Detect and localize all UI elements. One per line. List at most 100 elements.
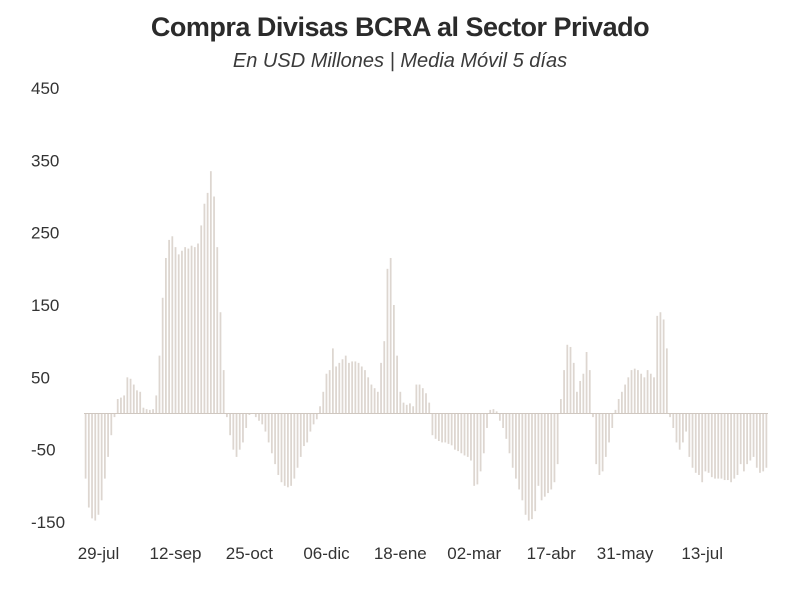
bar — [498, 413, 501, 421]
bar — [216, 247, 219, 414]
chart-subtitle: En USD Millones | Media Móvil 5 días — [232, 50, 568, 72]
bar — [193, 247, 196, 414]
bar — [624, 384, 626, 414]
bar — [736, 413, 739, 475]
bar — [383, 341, 386, 414]
bar — [608, 413, 610, 443]
bar — [129, 378, 132, 414]
bar — [495, 411, 498, 414]
bar — [550, 413, 553, 490]
bar — [630, 370, 633, 414]
bar — [707, 413, 710, 473]
bar — [367, 377, 370, 414]
bar — [287, 413, 289, 488]
bar — [421, 388, 424, 414]
x-tick-label: 02-mar — [447, 544, 501, 563]
bar — [437, 413, 440, 441]
bar — [177, 254, 180, 414]
bar — [579, 380, 582, 414]
bar — [730, 413, 732, 483]
bar — [653, 377, 655, 414]
bar — [588, 370, 591, 414]
bar — [434, 413, 437, 439]
bar — [585, 352, 588, 414]
bar — [200, 225, 203, 414]
bar — [103, 413, 106, 479]
bar — [203, 203, 206, 414]
bar — [299, 413, 302, 457]
y-tick-label: 150 — [31, 296, 59, 315]
bar — [675, 413, 678, 443]
bar — [563, 370, 565, 414]
bar — [270, 413, 273, 454]
bar — [543, 413, 546, 497]
bar — [479, 413, 482, 472]
bar — [238, 413, 241, 450]
bar — [614, 409, 617, 414]
x-tick-label: 06-dic — [303, 544, 350, 563]
bar — [405, 404, 408, 414]
bar — [322, 391, 325, 414]
bar — [566, 344, 569, 414]
bar — [412, 406, 415, 414]
bar — [222, 370, 225, 414]
bar — [290, 413, 293, 486]
y-tick-label: 450 — [31, 79, 59, 98]
bar — [559, 399, 562, 414]
bar — [669, 413, 671, 418]
bar — [717, 413, 720, 479]
bar — [572, 362, 575, 414]
bar — [87, 413, 90, 508]
bar — [155, 395, 158, 414]
bar — [389, 257, 392, 414]
bar — [662, 319, 665, 414]
bar — [518, 413, 521, 490]
bar — [682, 413, 684, 443]
bar — [409, 403, 411, 414]
x-tick-label: 12-sep — [150, 544, 202, 563]
bar — [84, 413, 87, 479]
y-tick-label: 50 — [31, 368, 50, 387]
bar — [148, 409, 151, 414]
bar — [704, 413, 707, 472]
bar — [739, 413, 742, 465]
bar — [283, 413, 286, 486]
bar — [123, 395, 126, 414]
bar — [277, 413, 280, 475]
bar — [319, 406, 321, 414]
bar — [348, 362, 350, 414]
bar — [524, 413, 527, 515]
bar — [431, 413, 434, 436]
bar — [91, 413, 93, 519]
bar — [331, 348, 334, 414]
bar — [280, 413, 283, 483]
bar — [187, 248, 190, 414]
bar — [457, 413, 459, 452]
bar — [174, 247, 177, 414]
bar — [325, 373, 328, 414]
bar — [765, 413, 768, 468]
bar-series — [84, 171, 768, 521]
bar — [492, 409, 495, 414]
bar — [733, 413, 736, 479]
bar — [184, 247, 187, 414]
bar — [161, 297, 164, 414]
x-tick-label: 25-oct — [226, 544, 274, 563]
chart-title: Compra Divisas BCRA al Sector Privado — [150, 12, 650, 42]
bar — [489, 409, 492, 414]
bar — [759, 413, 761, 473]
bar — [694, 413, 697, 473]
bar — [120, 397, 122, 414]
bar — [508, 413, 511, 454]
bar — [466, 413, 469, 457]
bar — [447, 413, 450, 444]
bar — [460, 413, 463, 454]
bar — [344, 355, 347, 414]
bar — [396, 355, 398, 414]
bar — [698, 413, 700, 475]
bar — [637, 370, 639, 414]
bar — [113, 413, 116, 418]
bar — [145, 409, 148, 414]
bar — [601, 413, 604, 472]
x-tick-label: 18-ene — [374, 544, 427, 563]
